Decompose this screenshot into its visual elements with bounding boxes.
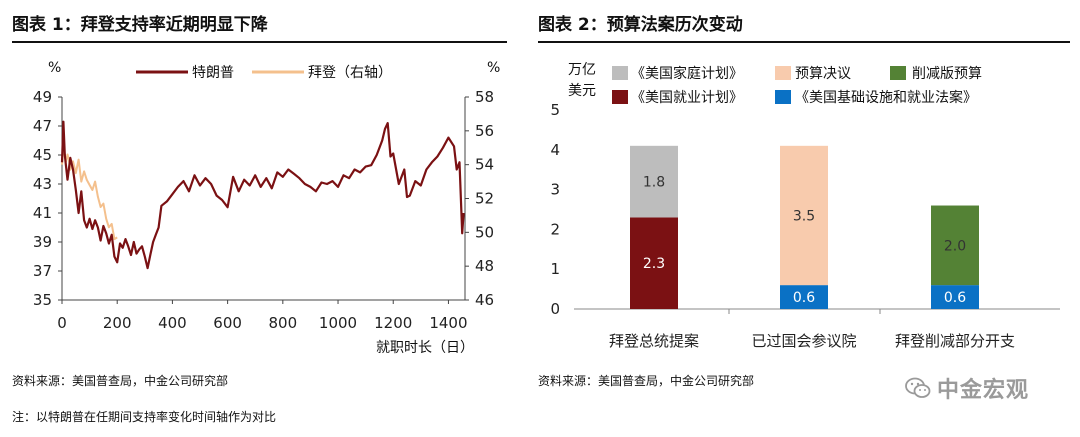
legend-swatch-infrastructure-act — [775, 90, 791, 104]
bar-segment-infrastructure-act — [931, 285, 979, 309]
bar-segment-family-plan — [630, 145, 678, 218]
bar-segment-budget-resolution — [780, 145, 828, 286]
right-tick-label: 52 — [475, 190, 494, 208]
x-tick-label: 400 — [158, 314, 187, 332]
legend-swatch-family-plan — [612, 66, 628, 80]
right-axis-unit: % — [487, 60, 500, 76]
x-tick-label: 600 — [213, 314, 242, 332]
legend-swatch-budget-resolution — [775, 66, 791, 80]
left-tick-label: 47 — [33, 117, 52, 135]
y-tick-label: 3 — [550, 181, 560, 199]
left-tick-label: 41 — [33, 204, 52, 222]
right-tick-label: 54 — [475, 156, 494, 174]
data-label-jobs-plan: 2.3 — [643, 256, 665, 272]
left-tick-label: 39 — [33, 233, 52, 251]
y-axis-unit-line1: 万亿 — [568, 62, 596, 78]
x-category-label: 已过国会参议院 — [751, 332, 856, 350]
chart1-title: 图表 1：拜登支持率近期明显下降 — [12, 15, 268, 35]
x-tick-label: 200 — [103, 314, 132, 332]
watermark-text: 中金宏观 — [937, 378, 1030, 403]
left-tick-label: 43 — [33, 175, 52, 193]
chart2-title-rule — [538, 41, 1070, 43]
x-category-label: 拜登总统提案 — [609, 332, 699, 350]
bar-segment-infrastructure-act — [780, 285, 828, 309]
x-category-label: 拜登削减部分开支 — [895, 332, 1015, 350]
left-tick-label: 35 — [33, 291, 52, 309]
right-tick-label: 50 — [475, 223, 494, 241]
legend-label-trump: 特朗普 — [192, 65, 234, 81]
legend-label-budget-resolution: 预算决议 — [795, 66, 851, 82]
chart2-title: 图表 2：预算法案历次变动 — [538, 15, 743, 35]
watermark: 中金宏观 — [905, 372, 1029, 404]
legend-label-cut-budget: 削减版预算 — [912, 66, 982, 82]
x-tick-label: 1000 — [319, 314, 357, 332]
right-tick-label: 46 — [475, 291, 494, 309]
wechat-icon — [905, 377, 931, 399]
y-tick-label: 1 — [550, 260, 560, 278]
bar-segment-jobs-plan — [630, 217, 678, 309]
x-tick-label: 1400 — [429, 314, 467, 332]
x-tick-label: 0 — [57, 314, 67, 332]
y-axis-unit-line2: 美元 — [568, 83, 596, 99]
data-label-family-plan: 1.8 — [643, 175, 665, 191]
legend-label-family-plan: 《美国家庭计划》 — [631, 65, 743, 82]
left-axis-unit: % — [48, 60, 61, 76]
chart1-note: 注：以特朗普在任期间支持率变化时间轴作为对比 — [12, 410, 277, 424]
trump-approval-line — [60, 120, 465, 270]
chart1-title-rule — [12, 41, 507, 43]
legend-label-biden: 拜登（右轴） — [308, 65, 392, 81]
data-label-infrastructure-act: 0.6 — [793, 290, 815, 306]
legend-label-jobs-plan: 《美国就业计划》 — [631, 90, 743, 106]
chart1-source: 资料来源：美国普查局，中金公司研究部 — [12, 374, 229, 388]
left-tick-label: 37 — [33, 262, 52, 280]
data-label-cut-budget: 2.0 — [944, 238, 966, 254]
x-axis-label: 就职时长（日） — [376, 340, 474, 356]
y-tick-label: 2 — [550, 220, 560, 238]
y-tick-label: 4 — [550, 141, 560, 159]
right-tick-label: 58 — [475, 88, 494, 106]
data-label-infrastructure-act: 0.6 — [944, 290, 966, 306]
chart2-source: 资料来源：美国普查局，中金公司研究部 — [538, 374, 755, 388]
biden-approval-line — [61, 146, 118, 241]
y-tick-label: 0 — [550, 300, 560, 318]
y-tick-label: 5 — [550, 101, 560, 119]
legend-label-infrastructure-act: 《美国基础设施和就业法案》 — [795, 89, 977, 106]
right-tick-label: 56 — [475, 122, 494, 140]
x-tick-label: 800 — [269, 314, 298, 332]
legend-swatch-jobs-plan — [612, 90, 628, 104]
x-tick-label: 1200 — [374, 314, 412, 332]
data-label-budget-resolution: 3.5 — [793, 208, 815, 224]
bar-segment-cut-budget — [931, 205, 979, 286]
left-tick-label: 49 — [33, 88, 52, 106]
legend-swatch-cut-budget — [890, 66, 906, 80]
right-tick-label: 48 — [475, 257, 494, 275]
left-tick-label: 45 — [33, 146, 52, 164]
